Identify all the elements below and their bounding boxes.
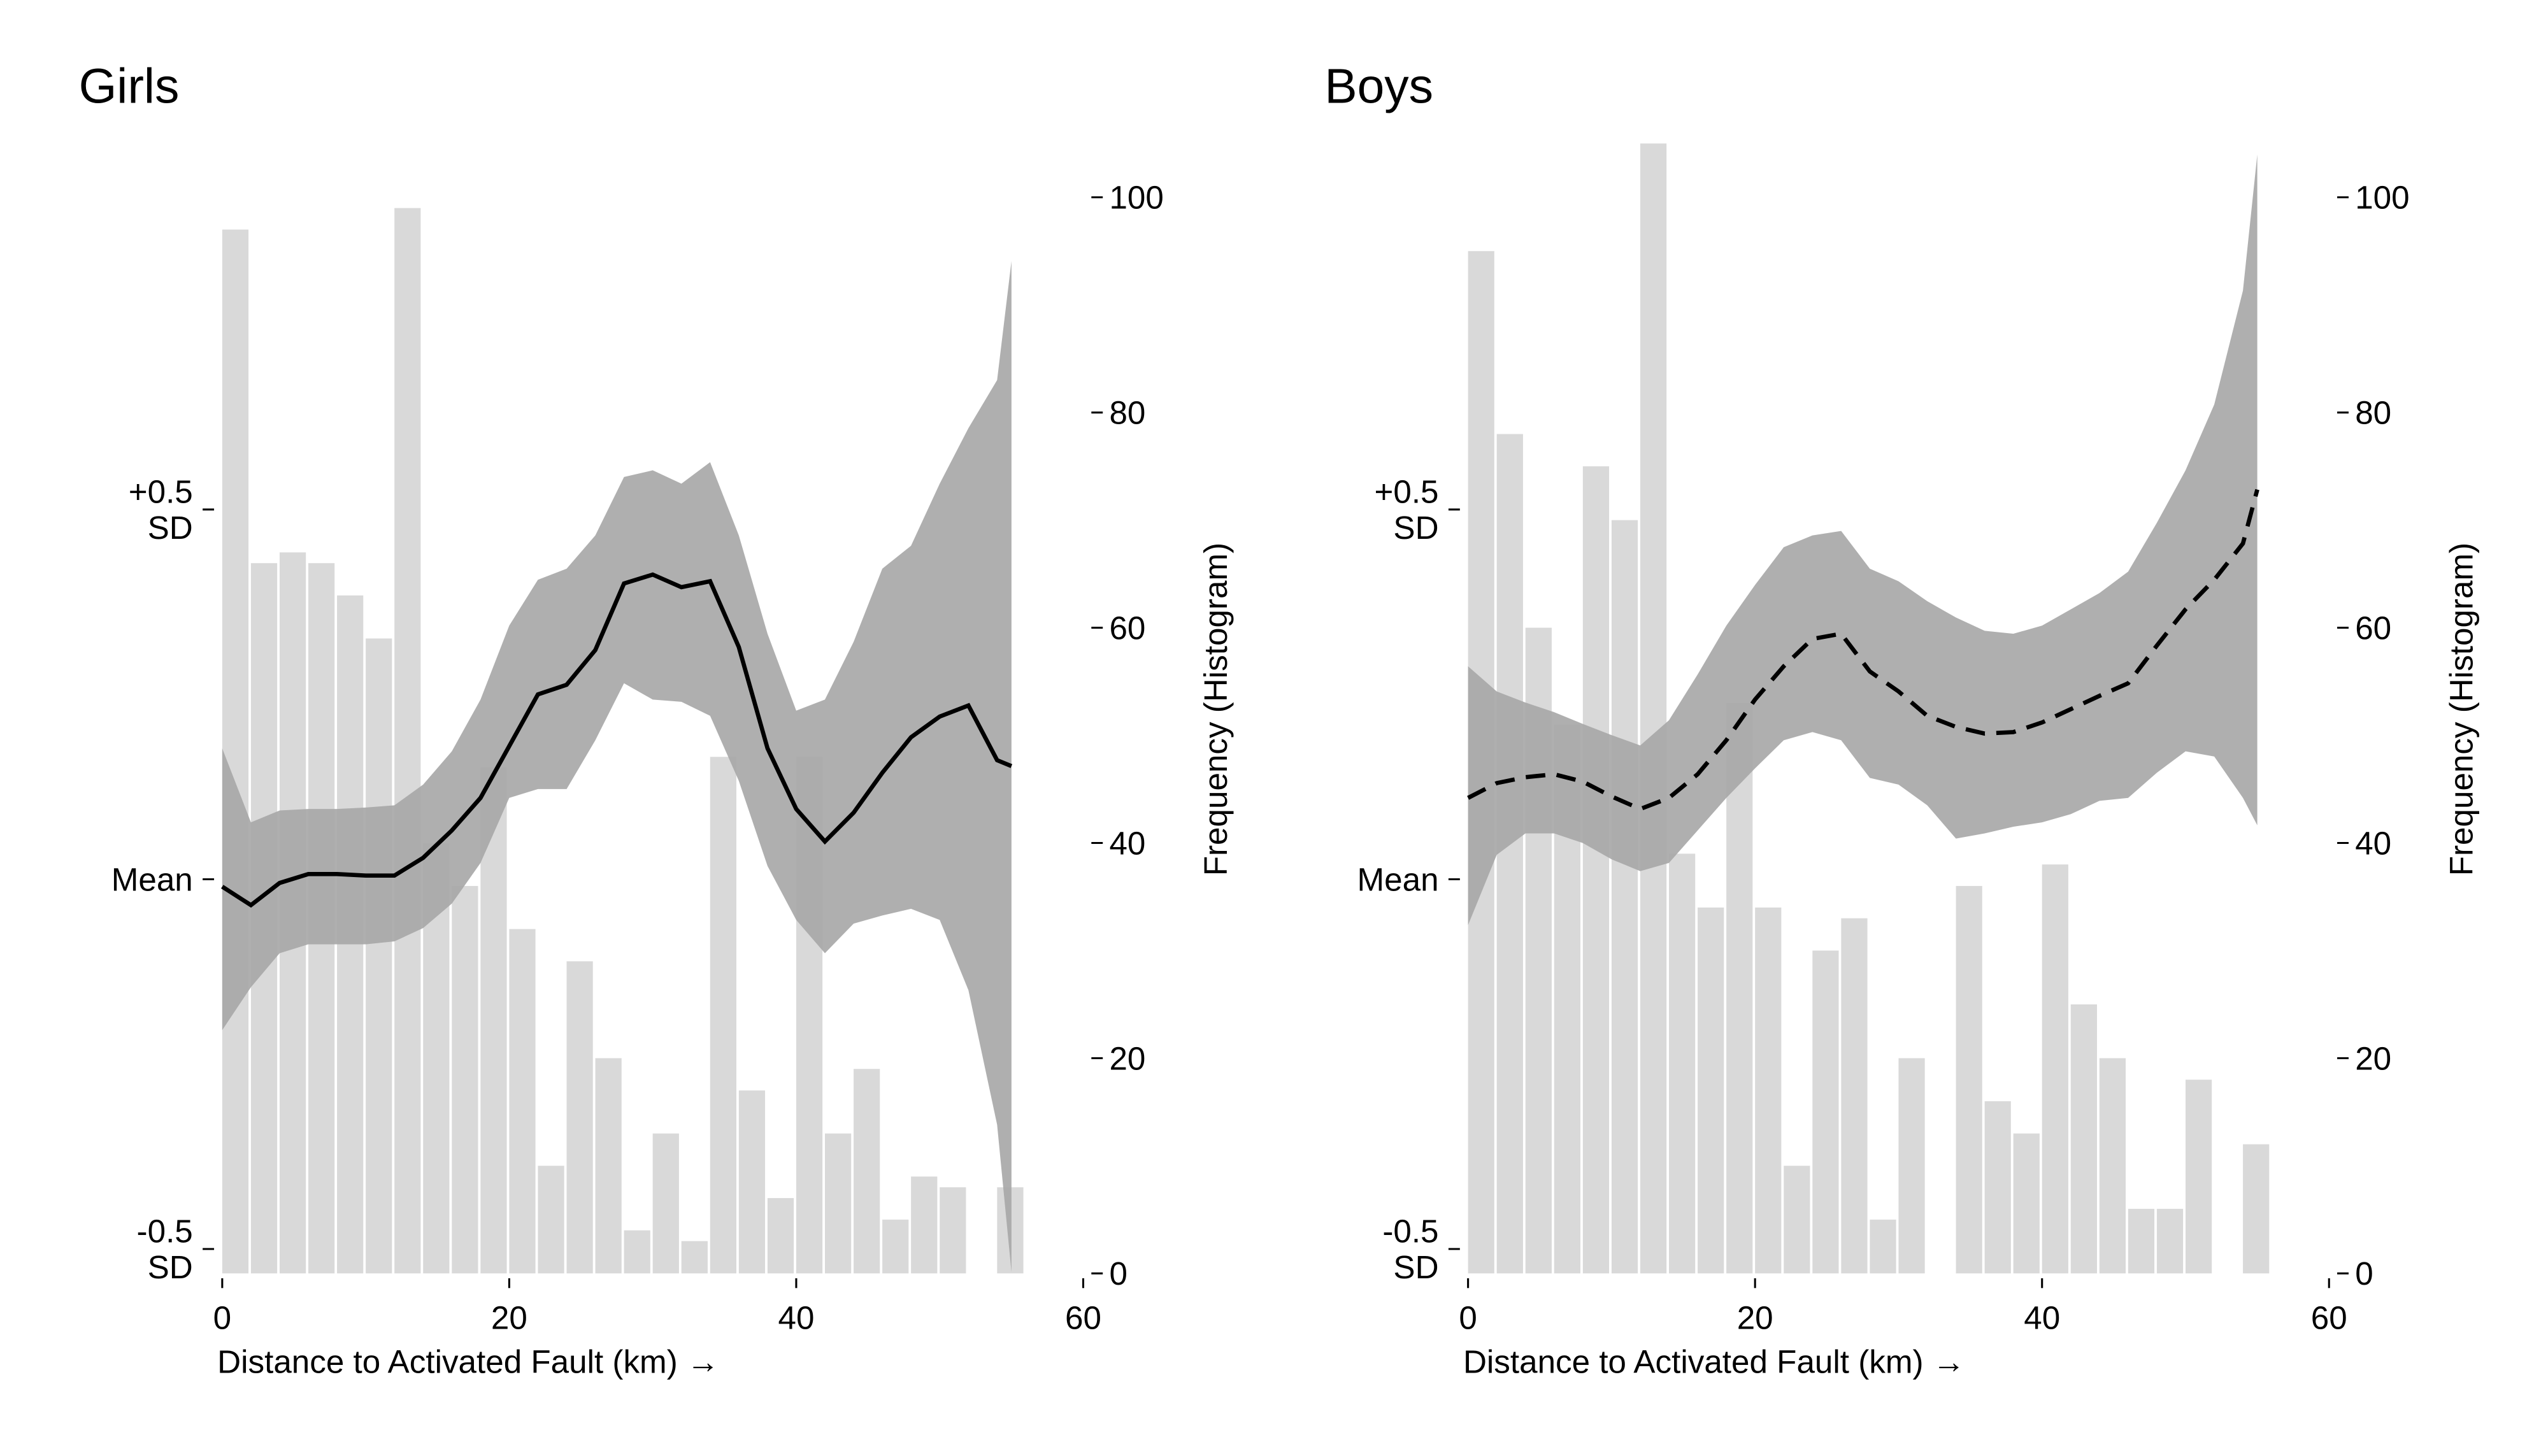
histogram-bar — [825, 1133, 852, 1274]
histogram-bar — [2099, 1058, 2126, 1274]
confidence-band — [222, 261, 1012, 1272]
y2-tick-label: 20 — [1109, 1040, 1145, 1076]
y2-tick-label: 60 — [2355, 610, 2391, 646]
histogram-bar — [366, 638, 392, 1274]
y2-tick-label: 0 — [1109, 1255, 1127, 1292]
x-axis-label: Distance to Activated Fault (km) → — [217, 1343, 719, 1380]
y2-tick-label: 40 — [1109, 825, 1145, 861]
histogram-bar — [1640, 143, 1667, 1274]
histogram-bar — [595, 1058, 622, 1274]
panel-title: Girls — [79, 59, 180, 113]
histogram-bar — [2243, 1144, 2270, 1274]
x-tick-label: 40 — [2024, 1299, 2060, 1336]
y2-tick-label: 0 — [2355, 1255, 2373, 1292]
y-tick-label: Mean — [111, 861, 193, 897]
x-tick-label: 20 — [491, 1299, 527, 1336]
histogram-bar — [2156, 1208, 2184, 1274]
histogram-bar — [1956, 886, 1982, 1274]
histogram-bar — [1496, 434, 1523, 1274]
y2-tick-label: 80 — [1109, 395, 1145, 431]
x-tick-label: 20 — [1737, 1299, 1773, 1336]
histogram-bar — [452, 886, 478, 1274]
mean-line — [1467, 489, 2259, 811]
y2-tick-label: 40 — [2355, 825, 2391, 861]
histogram-bar — [652, 1133, 679, 1274]
histogram-bar — [1669, 853, 1696, 1274]
histogram-bar — [1812, 950, 1839, 1274]
histogram-bar — [2128, 1208, 2155, 1274]
histogram-bar — [1898, 1058, 1925, 1274]
histogram-bar — [681, 1241, 708, 1274]
histogram-bar — [1841, 918, 1868, 1274]
y2-tick-label: 100 — [1109, 180, 1163, 216]
x-tick-label: 60 — [2311, 1299, 2347, 1336]
histogram-bar — [710, 757, 736, 1274]
histogram-bar — [1698, 907, 1724, 1274]
y-tick-label: +0.5 SD — [129, 474, 193, 546]
panel-title: Boys — [1324, 59, 1433, 113]
x-tick-label: 0 — [1459, 1299, 1477, 1336]
y2-axis-label: Frequency (Histogram) — [1198, 543, 1234, 876]
histogram-bar — [1611, 520, 1638, 1274]
histogram-bar — [940, 1187, 966, 1274]
histogram-bar — [738, 1090, 766, 1274]
x-axis-label: Distance to Activated Fault (km) → — [1463, 1343, 1965, 1380]
mean-line — [221, 572, 1013, 908]
histogram-bar — [509, 929, 536, 1274]
histogram-bar — [2013, 1133, 2040, 1274]
histogram-bar — [1784, 1166, 1810, 1274]
y-tick-label: +0.5 SD — [1374, 474, 1438, 546]
y2-tick-label: 80 — [2355, 395, 2391, 431]
x-tick-label: 40 — [778, 1299, 814, 1336]
histogram-bar — [1582, 466, 1610, 1274]
histogram-bar — [854, 1069, 880, 1274]
histogram-bar — [624, 1230, 650, 1274]
histogram-bar — [767, 1198, 794, 1274]
histogram-bar — [911, 1176, 938, 1274]
histogram-bar — [2042, 864, 2068, 1274]
histogram-bar — [394, 208, 421, 1274]
histogram-bar — [1984, 1101, 2011, 1274]
histogram-bar — [566, 961, 593, 1274]
confidence-band — [1468, 154, 2258, 925]
histogram-bar — [538, 1166, 564, 1274]
panel: Girls -0.5 SD Mean +0.5 SD 0 20 40 60 80 100 Frequen… — [79, 59, 1234, 1380]
histogram-bar — [1755, 907, 1782, 1274]
y-tick-label: -0.5 SD — [1382, 1213, 1438, 1285]
histogram-bar — [1870, 1219, 1896, 1274]
y2-tick-label: 100 — [2355, 180, 2409, 216]
histogram-bar — [882, 1219, 909, 1274]
histogram-bar — [2185, 1080, 2212, 1274]
histogram-bar — [222, 229, 249, 1274]
y2-tick-label: 20 — [2355, 1040, 2391, 1076]
y2-tick-label: 60 — [1109, 610, 1145, 646]
panel: Boys -0.5 SD Mean +0.5 SD 0 20 40 60 80 100 Frequenc… — [1324, 59, 2479, 1380]
histogram-bar — [1726, 703, 1753, 1274]
x-tick-label: 0 — [213, 1299, 231, 1336]
y2-axis-label: Frequency (Histogram) — [2444, 543, 2480, 876]
y-tick-label: -0.5 SD — [137, 1213, 193, 1285]
histogram-bar — [2070, 1004, 2097, 1274]
y-tick-label: Mean — [1357, 861, 1439, 897]
x-tick-label: 60 — [1065, 1299, 1101, 1336]
